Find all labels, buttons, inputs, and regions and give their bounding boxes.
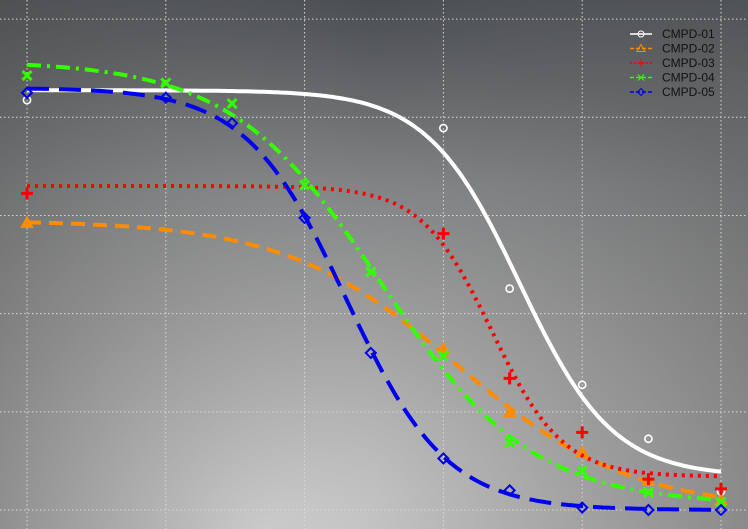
legend-item-cmpd-05: CMPD-05: [630, 85, 715, 99]
data-point-x: [299, 179, 311, 191]
data-point-plus: [642, 473, 655, 486]
series-line-cmpd-01: [27, 88, 722, 474]
legend-item-cmpd-02: CMPD-02: [630, 42, 715, 56]
data-point-x: [715, 496, 727, 508]
series-group: [20, 62, 728, 517]
legend-label: CMPD-03: [662, 56, 715, 70]
data-point-diamond: [298, 211, 312, 225]
data-point-triangle: [20, 215, 34, 228]
legend-label: CMPD-02: [662, 42, 715, 56]
legend-marker: [636, 87, 646, 97]
data-point-triangle: [502, 405, 517, 418]
data-point-x: [642, 486, 654, 498]
data-point-diamond: [159, 91, 173, 105]
data-point-x: [160, 77, 172, 89]
series-line-cmpd-04: [26, 62, 722, 502]
data-point-plus: [503, 372, 516, 385]
data-point-diamond: [642, 503, 655, 517]
data-point-x: [504, 436, 516, 448]
data-point-diamond: [714, 503, 728, 517]
data-point-circle: [644, 434, 653, 444]
legend-label: CMPD-05: [662, 85, 715, 99]
legend-label: CMPD-04: [662, 71, 715, 85]
data-point-diamond: [20, 86, 34, 100]
data-point-x: [365, 266, 377, 278]
legend-marker: [637, 74, 645, 81]
series-line-cmpd-03: [27, 184, 722, 479]
data-point-diamond: [436, 452, 450, 465]
data-point-x: [226, 97, 238, 110]
data-point-diamond: [575, 501, 589, 514]
data-point-diamond: [503, 483, 517, 497]
data-point-x: [21, 69, 33, 82]
legend-marker: [637, 30, 645, 38]
legend-item-cmpd-03: CMPD-03: [630, 56, 715, 70]
data-point-circle: [577, 380, 587, 390]
data-point-plus: [21, 187, 33, 200]
data-point-plus: [437, 227, 450, 240]
legend-marker: [636, 43, 646, 52]
series-cmpd-05: [20, 86, 728, 517]
data-point-x: [576, 465, 588, 477]
legend-label: CMPD-01: [662, 27, 715, 41]
data-point-circle: [505, 284, 515, 293]
data-point-x: [437, 350, 449, 362]
data-point-plus: [576, 426, 589, 439]
series-cmpd-04: [21, 62, 727, 508]
legend-marker: [637, 59, 645, 67]
data-point-diamond: [225, 116, 239, 130]
data-point-plus: [715, 482, 727, 495]
series-cmpd-03: [21, 184, 727, 495]
data-point-diamond: [364, 346, 378, 360]
legend-item-cmpd-01: CMPD-01: [630, 27, 715, 41]
series-cmpd-01: [22, 88, 726, 496]
data-point-circle: [438, 123, 448, 133]
legend-item-cmpd-04: CMPD-04: [630, 71, 715, 85]
